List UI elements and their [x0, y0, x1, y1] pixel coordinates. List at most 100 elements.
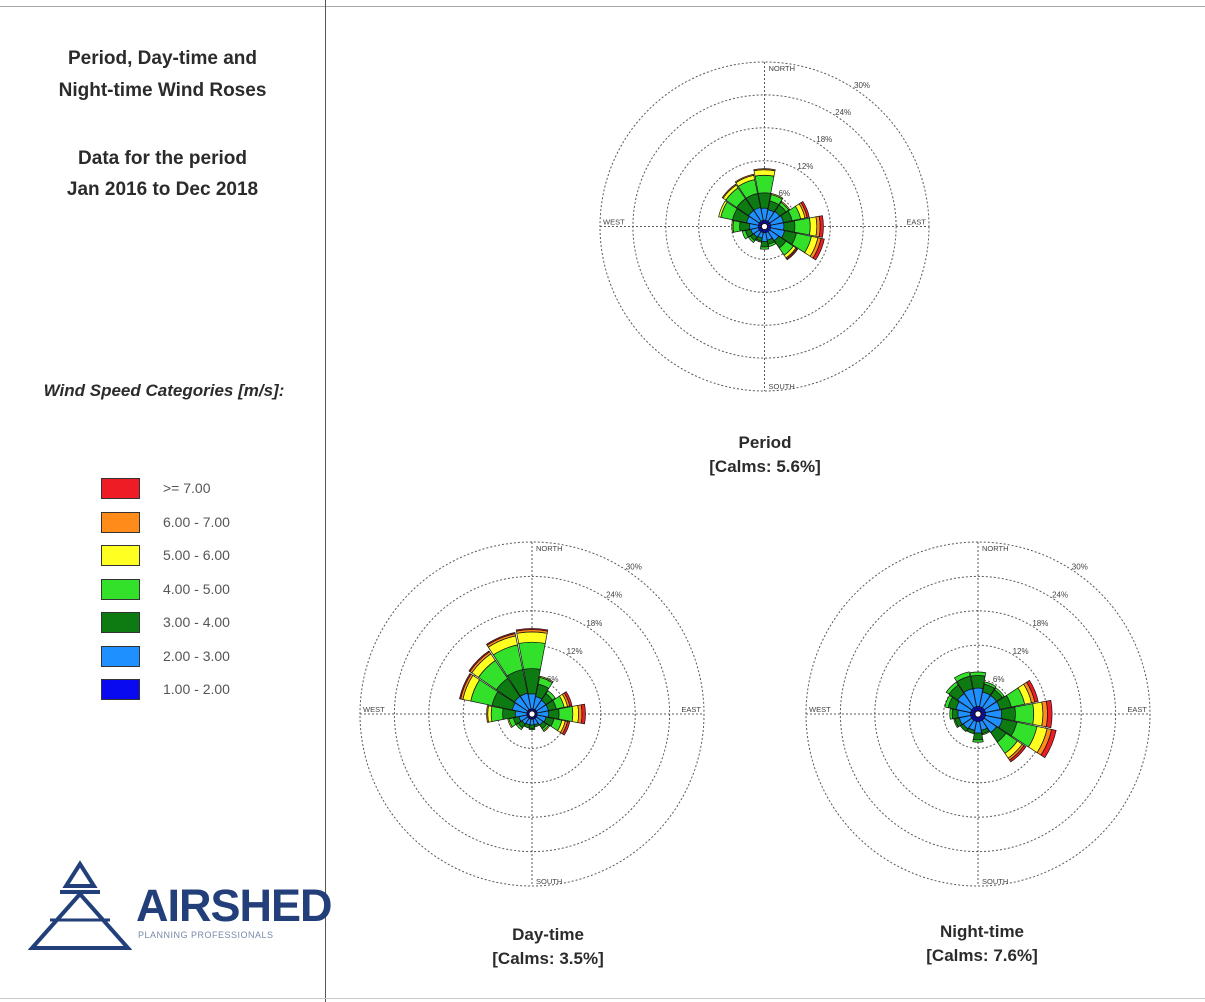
- legend-swatch: [101, 578, 140, 600]
- logo-tagline: PLANNING PROFESSIONALS: [138, 930, 274, 940]
- ring-label-12%: 12%: [797, 162, 813, 171]
- panel-divider: [325, 0, 326, 1002]
- petal-SSE-bin-4: [767, 241, 777, 248]
- petal-N-bin-5: [516, 631, 548, 644]
- petal-NNW-bin-4: [953, 671, 971, 683]
- petal-N-bin-4: [754, 174, 775, 194]
- petal-WNW-bin-4: [944, 694, 953, 709]
- page-title-line-2: Night-time Wind Roses: [58, 80, 267, 101]
- legend-label: 4.00 - 5.00: [163, 580, 230, 597]
- legend-swatch: [101, 645, 140, 667]
- airshed-logo: AIRSHED PLANNING PROFESSIONALS: [27, 860, 333, 952]
- petal-NE-bin-4: [994, 687, 1005, 698]
- wind-rose-night-time: 6% 12% 18% 24% 30% NORTH EAST SOUTH WEST: [805, 541, 1151, 887]
- petal-NNE-bin-5: [770, 193, 784, 200]
- period-title: Period: [738, 433, 792, 452]
- day-time-title: Day-time: [512, 925, 584, 944]
- petal-E-bin-7: [580, 703, 586, 725]
- wind-rose-period: 6% 12% 18% 24% 30% NORTH EAST SOUTH WEST: [599, 61, 930, 392]
- petal-ESE-bin-7: [1040, 729, 1057, 759]
- page-title-line-1: Period, Day-time and: [68, 48, 257, 69]
- petal-NE-bin-5: [780, 200, 791, 211]
- petal-S-bin-4: [759, 246, 770, 250]
- petal-E-bin-4: [793, 217, 811, 236]
- compass-label-west: WEST: [809, 705, 831, 714]
- ring-label-30%: 30%: [626, 562, 642, 571]
- petal-NW-bin-7: [468, 650, 491, 673]
- petal-N-bin-6: [753, 168, 776, 172]
- petal-WNW-bin-7: [459, 672, 472, 700]
- compass-label-east: EAST: [681, 705, 701, 714]
- ring-label-12%: 12%: [567, 647, 583, 656]
- legend-label: 6.00 - 7.00: [163, 513, 230, 530]
- ring-label-12%: 12%: [1013, 647, 1029, 656]
- ring-label-24%: 24%: [1052, 591, 1068, 600]
- petal-NNE-bin-5: [539, 675, 554, 684]
- legend-swatch: [101, 679, 140, 700]
- legend-label: 1.00 - 2.00: [163, 681, 230, 697]
- petal-WNW-bin-5: [718, 200, 728, 218]
- period-subtitle-line-2: Jan 2016 to Dec 2018: [66, 179, 259, 200]
- legend-label: >= 7.00: [163, 480, 211, 496]
- legend-swatch: [101, 545, 140, 566]
- day-time-calms: [Calms: 3.5%]: [492, 949, 604, 968]
- petal-N-bin-5: [753, 169, 776, 177]
- petal-S-bin-3: [972, 732, 984, 741]
- night-time-calms: [Calms: 7.6%]: [926, 946, 1038, 965]
- petal-W-bin-3: [951, 708, 959, 720]
- period-calms: [Calms: 5.6%]: [709, 457, 821, 476]
- ring-12%: [698, 160, 831, 293]
- night-time-caption: Night-time [Calms: 7.6%]: [882, 920, 1082, 968]
- petal-E-bin-4: [1014, 703, 1035, 725]
- period-caption: Period [Calms: 5.6%]: [665, 431, 865, 479]
- petal-ESE-bin-7: [812, 237, 825, 261]
- petal-SW-bin-4: [515, 722, 524, 731]
- petal-S-bin-3: [760, 240, 769, 248]
- petal-SSW-bin-3: [966, 727, 975, 735]
- top-border: [0, 6, 1205, 7]
- ring-label-30%: 30%: [1072, 562, 1088, 571]
- legend-swatch: [101, 478, 140, 499]
- petal-ENE-bin-7: [1026, 679, 1039, 703]
- petal-SSE-bin-4: [981, 730, 991, 736]
- petal-W-bin-4: [949, 708, 953, 720]
- petal-N-bin-7: [515, 628, 549, 632]
- petal-E-bin-7: [1045, 699, 1053, 729]
- ring-label-24%: 24%: [606, 591, 622, 600]
- petal-W-bin-6: [486, 705, 489, 723]
- petal-E-bin-5: [1032, 701, 1044, 727]
- petal-S-bin-4: [972, 739, 984, 743]
- logo-wordmark: AIRSHED: [136, 880, 333, 931]
- petal-W-bin-4: [732, 220, 741, 233]
- ring-label-6%: 6%: [993, 675, 1005, 684]
- wind-rose-day-time: 6% 12% 18% 24% 30% NORTH EAST SOUTH WEST: [359, 541, 705, 887]
- petal-WSW-bin-4: [741, 230, 749, 240]
- legend-swatch: [101, 612, 140, 633]
- petal-NNW-bin-7: [485, 632, 516, 646]
- petal-S-bin-3: [528, 724, 536, 729]
- petal-N-bin-4: [969, 671, 987, 677]
- calms-marker: [974, 710, 982, 718]
- petal-E-bin-3: [783, 220, 796, 233]
- ring-label-6%: 6%: [547, 675, 559, 684]
- legend-label: 3.00 - 4.00: [163, 614, 230, 630]
- petal-SW-bin-3: [959, 723, 969, 733]
- petal-ENE-bin-7: [800, 200, 810, 218]
- petal-W-bin-4: [490, 706, 504, 722]
- petal-WSW-bin-5: [507, 718, 513, 729]
- left-panel: Period, Day-time and Night-time Wind Ros…: [0, 0, 333, 1002]
- petal-E-bin-4: [558, 706, 574, 722]
- compass-label-north: NORTH: [982, 544, 1009, 553]
- legend-heading: Wind Speed Categories [m/s]:: [43, 381, 285, 400]
- petal-ESE-bin-7: [561, 721, 571, 736]
- compass-label-south: SOUTH: [982, 877, 1008, 886]
- petal-SE-bin-5: [542, 724, 551, 733]
- petal-E-bin-3: [1000, 706, 1016, 722]
- petal-NNW-bin-6: [734, 173, 755, 184]
- night-time-title: Night-time: [939, 922, 1025, 941]
- compass-label-east: EAST: [906, 218, 926, 227]
- compass-label-east: EAST: [1127, 705, 1147, 714]
- bottom-border: [0, 998, 1205, 999]
- compass-label-south: SOUTH: [769, 382, 795, 391]
- petal-S-bin-4: [528, 727, 536, 730]
